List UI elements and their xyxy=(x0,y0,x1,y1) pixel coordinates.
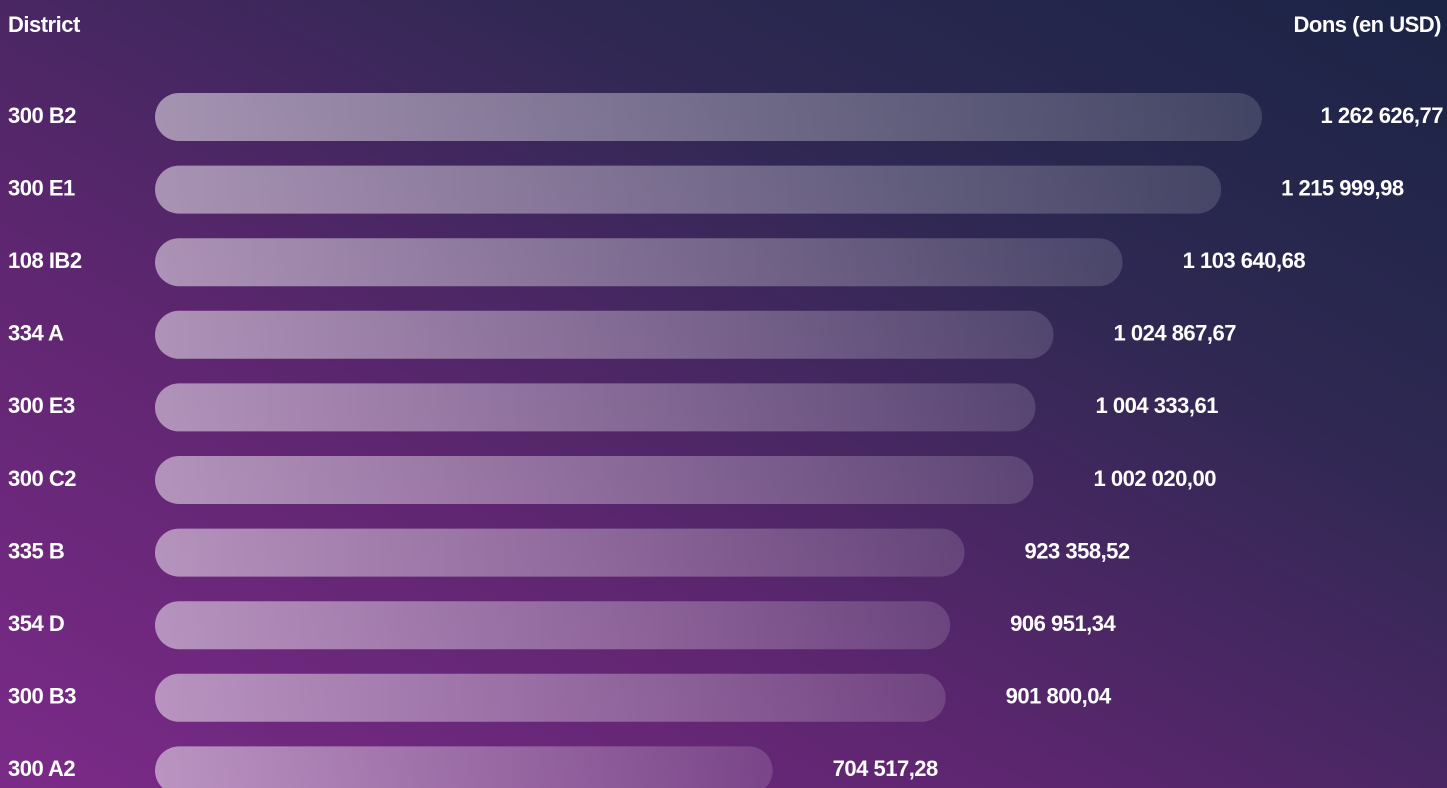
category-header: District xyxy=(8,12,81,37)
bar xyxy=(155,383,1036,432)
category-label: 334 A xyxy=(8,321,64,346)
bar xyxy=(155,456,1034,504)
category-label: 300 E1 xyxy=(8,175,75,200)
value-header: Dons (en USD) xyxy=(1294,12,1442,37)
value-label: 901 800,04 xyxy=(1006,684,1112,709)
category-label: 300 E3 xyxy=(8,393,75,418)
value-label: 1 002 020,00 xyxy=(1094,466,1217,491)
value-label: 923 358,52 xyxy=(1025,538,1130,563)
bar xyxy=(155,601,951,650)
value-label: 1 215 999,98 xyxy=(1281,175,1404,200)
value-label: 704 517,28 xyxy=(833,756,938,781)
category-label: 300 B3 xyxy=(8,684,76,709)
bar xyxy=(155,528,965,577)
category-label: 335 B xyxy=(8,538,64,563)
category-label: 300 C2 xyxy=(8,466,76,491)
value-label: 906 951,34 xyxy=(1010,611,1116,636)
value-label: 1 024 867,67 xyxy=(1114,321,1237,346)
category-label: 300 B2 xyxy=(8,103,76,128)
bar xyxy=(155,93,1262,141)
bar xyxy=(155,673,946,722)
bar xyxy=(155,746,773,788)
value-label: 1 004 333,61 xyxy=(1096,393,1219,418)
value-label: 1 103 640,68 xyxy=(1183,248,1306,273)
category-label: 354 D xyxy=(8,611,64,636)
bar xyxy=(155,165,1222,214)
bar xyxy=(155,310,1054,359)
value-label: 1 262 626,77 xyxy=(1321,103,1444,128)
category-label: 108 IB2 xyxy=(8,248,82,273)
bar xyxy=(155,238,1123,287)
category-label: 300 A2 xyxy=(8,756,75,781)
